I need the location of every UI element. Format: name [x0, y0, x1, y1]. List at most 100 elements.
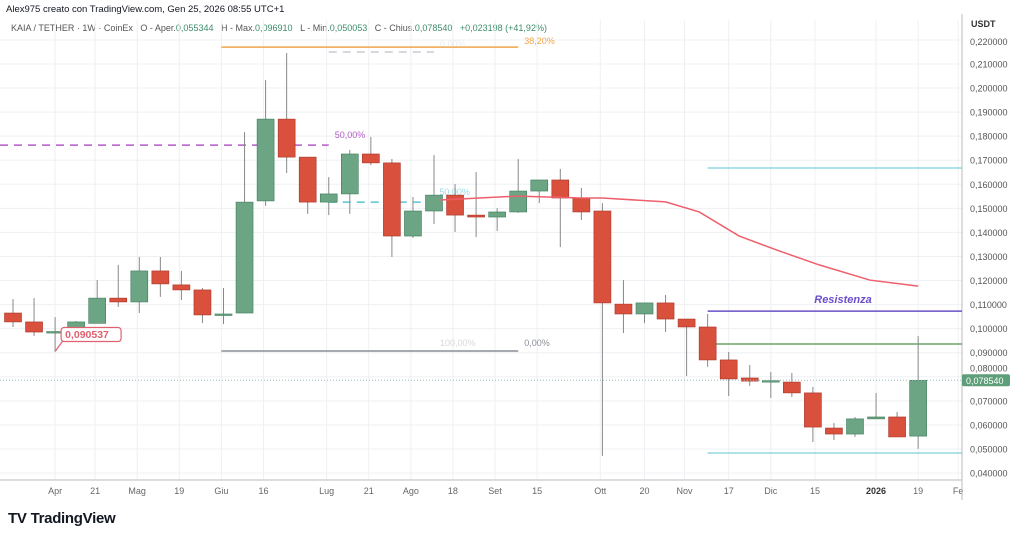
open-label: O - Aper.: [140, 23, 176, 33]
y-tick-label: 0,210000: [970, 60, 1008, 70]
candle-up: [340, 153, 359, 195]
x-tick-label: Apr: [48, 486, 62, 496]
x-tick-label: Ago: [403, 486, 419, 496]
x-tick-label: Nov: [676, 486, 693, 496]
symbol-info[interactable]: KAIA / TETHER · 1W · CoinEx: [11, 23, 133, 33]
y-tick-label: 0,180000: [970, 132, 1008, 142]
low-callout-box: [60, 326, 122, 343]
x-tick-label: Ott: [594, 486, 607, 496]
candle-down: [362, 153, 380, 164]
candle-up: [88, 297, 106, 324]
x-tick-label: Fe: [953, 486, 964, 496]
y-tick-label: 0,200000: [970, 84, 1008, 94]
y-tick-label: 0,040000: [970, 469, 1008, 479]
high-label: H - Max.: [220, 23, 255, 33]
candle-up: [909, 379, 927, 437]
low-callout-label: 0,090537: [65, 329, 109, 341]
x-tick-label: Set: [488, 486, 502, 496]
x-tick-label: 19: [913, 486, 923, 496]
fib-38-label: 38,20%: [524, 36, 555, 46]
candle-down: [109, 297, 128, 303]
ohlc-legend: KAIA / TETHER · 1W · CoinEx O - Aper.0,0…: [11, 23, 547, 33]
y-tick-label: 0,110000: [970, 300, 1007, 310]
fib-50-purple-label: 50,00%: [335, 130, 366, 140]
x-tick-label: 15: [810, 486, 820, 496]
candle-down: [383, 162, 401, 237]
candle-down: [25, 321, 43, 333]
candle-up: [319, 193, 338, 203]
y-tick-label: 0,060000: [970, 420, 1008, 430]
open-value: 0,055344: [175, 23, 214, 33]
candle-down: [551, 179, 570, 199]
price-axis-currency: USDT: [971, 19, 996, 29]
close-value: 0,078540: [414, 23, 453, 33]
last-price-badge: [962, 374, 1010, 387]
candle-down: [172, 284, 191, 291]
candle-up: [635, 302, 654, 315]
x-tick-label: Lug: [319, 486, 334, 496]
x-tick-label: 18: [448, 486, 458, 496]
candle-down: [888, 416, 906, 438]
candle-down: [825, 427, 843, 435]
candle-up: [256, 118, 275, 202]
last-price-label: 0,078540: [966, 376, 1004, 386]
low-callout-pointer: [54, 340, 64, 352]
y-tick-label: 0,220000: [970, 37, 1008, 47]
candle-down: [572, 197, 591, 213]
y-tick-label: 0,160000: [970, 180, 1008, 190]
y-tick-label: 0,080000: [970, 363, 1008, 373]
candle-down: [719, 359, 738, 380]
candle-down: [614, 303, 633, 315]
attribution: Alex975 creato con TradingView.com, Gen …: [6, 4, 285, 15]
candle-up: [846, 418, 864, 435]
y-tick-label: 0,190000: [970, 108, 1008, 118]
y-tick-label: 0,130000: [970, 252, 1008, 262]
x-tick-label: 19: [174, 486, 184, 496]
candle-down: [446, 194, 464, 216]
y-tick-label: 0,090000: [970, 348, 1008, 358]
x-tick-label: 2026: [866, 486, 886, 496]
candle-down: [151, 270, 170, 285]
x-tick-label: 21: [90, 486, 100, 496]
fib-100-label: 100,00%: [440, 338, 476, 348]
tradingview-logo-text: TradingView: [30, 510, 116, 527]
close-label: C - Chius.: [374, 23, 415, 33]
high-value: 0,096910: [255, 23, 293, 33]
x-tick-label: 15: [532, 486, 542, 496]
candle-up: [509, 190, 528, 213]
candle-up: [130, 270, 149, 303]
tradingview-logo[interactable]: TV TradingView: [8, 510, 116, 527]
y-tick-label: 0,140000: [970, 228, 1008, 238]
candle-down: [193, 289, 212, 316]
y-tick-label: 0,150000: [970, 204, 1008, 214]
candle-down: [298, 156, 317, 203]
candle-down: [277, 118, 296, 158]
candle-up: [404, 210, 422, 237]
change-value: +0,023198 (+41,92%): [459, 23, 547, 33]
fib-0-bottom-label-label: 0,00%: [524, 338, 550, 348]
y-tick-label: 0,100000: [970, 324, 1008, 334]
candle-up: [235, 201, 254, 314]
x-tick-label: 17: [724, 486, 734, 496]
candle-down: [804, 392, 822, 428]
x-tick-label: Dic: [764, 486, 777, 496]
low-label: L - Min.: [300, 23, 330, 33]
x-tick-label: Giu: [214, 486, 228, 496]
candle-down: [698, 326, 717, 361]
candle-up: [867, 416, 885, 420]
candle-up: [530, 179, 549, 192]
tradingview-logo-mark-icon: TV: [8, 510, 27, 527]
candle-down: [467, 214, 485, 218]
fib-0-top-label: 0,00%: [440, 39, 466, 49]
candle-down: [740, 377, 759, 382]
candle-down: [656, 302, 675, 320]
candle-down: [677, 318, 696, 328]
x-tick-label: 21: [364, 486, 374, 496]
candle-up: [488, 211, 506, 218]
x-tick-label: 20: [639, 486, 649, 496]
candle-up: [761, 380, 780, 383]
candle-down: [593, 210, 612, 304]
candle-up: [425, 194, 443, 212]
y-tick-label: 0,050000: [970, 444, 1008, 454]
